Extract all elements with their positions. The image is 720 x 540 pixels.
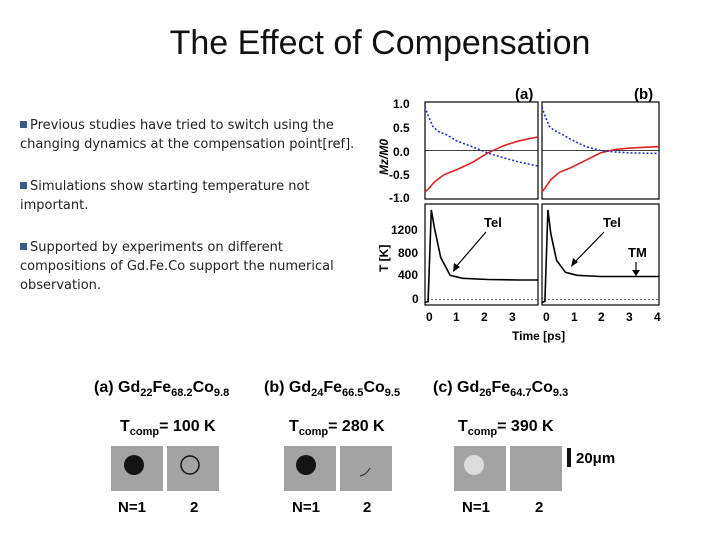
xtick-label: 0 (426, 310, 433, 324)
n2-label-b: 2 (363, 499, 371, 516)
arrowhead-tel-a (453, 263, 460, 272)
panel-label-a: (a) (515, 86, 533, 103)
scale-label: 20μm (576, 450, 615, 467)
composition-label-a: (a) Gd22Fe68.2Co9.8 (94, 379, 229, 399)
arrow-tel-a (454, 231, 487, 269)
bullet-2-text: Simulations show starting temperature no… (20, 179, 310, 213)
panel-d-frame (541, 203, 660, 306)
xtick-label: 2 (598, 310, 605, 324)
tcomp-label-c: Tcomp= 390 K (458, 418, 554, 438)
bullet-square-icon (20, 182, 27, 189)
ytick-label: -0.5 (389, 168, 410, 182)
image-a2 (167, 446, 219, 491)
mark-b2 (359, 467, 371, 477)
bullet-2: Simulations show starting temperature no… (20, 177, 365, 215)
ytick-label: 800 (398, 246, 418, 260)
image-c2 (510, 446, 562, 491)
panel-d-series-Tel (541, 209, 659, 304)
xtick-label: 2 (481, 310, 488, 324)
bullet-1: Previous studies have tried to switch us… (20, 116, 365, 154)
ylabel-mz: Mz/M0 (377, 139, 391, 175)
bullet-1-text: Previous studies have tried to switch us… (20, 118, 355, 152)
panel-a-series-blue-dotted (424, 106, 539, 167)
ytick-label: 1.0 (393, 97, 410, 111)
ytick-label: 0 (412, 292, 419, 306)
xtick-label: 0 (543, 310, 550, 324)
panel-label-b: (b) (634, 86, 653, 103)
panel-c-frame (424, 203, 539, 306)
arrowhead-tm (632, 270, 640, 276)
annotation-tm: TM (628, 245, 647, 260)
bullet-3: Supported by experiments on different co… (20, 238, 365, 295)
annotation-tel-b: Tel (603, 215, 621, 230)
dot-a1 (124, 455, 144, 475)
bullet-square-icon (20, 243, 27, 250)
bullet-3-text: Supported by experiments on different co… (20, 240, 334, 293)
ring-a2 (180, 455, 200, 475)
n-label-a: N=1 (118, 499, 146, 516)
n-label-b: N=1 (292, 499, 320, 516)
bullet-square-icon (20, 121, 27, 128)
ytick-label: 1200 (391, 223, 418, 237)
arrowhead-tel-b (571, 258, 578, 267)
arrow-tel-b (573, 231, 605, 264)
tcomp-label-a: Tcomp= 100 K (120, 418, 216, 438)
scale-bar (567, 448, 571, 467)
tcomp-label-b: Tcomp= 280 K (289, 418, 385, 438)
ytick-label: 400 (398, 268, 418, 282)
xtick-label: 3 (626, 310, 633, 324)
bullet-list: Previous studies have tried to switch us… (20, 116, 365, 318)
n2-label-c: 2 (535, 499, 543, 516)
panel-a-series-red (424, 136, 539, 193)
xtick-label: 3 (509, 310, 516, 324)
composition-label-b: (b) Gd24Fe66.5Co9.5 (264, 379, 400, 399)
xlabel-time: Time [ps] (512, 329, 565, 343)
xtick-label: 1 (571, 310, 578, 324)
panel-b-series-red (541, 145, 660, 193)
xtick-label: 4 (654, 310, 661, 324)
dot-b1 (296, 455, 316, 475)
ytick-label: 0.0 (393, 145, 410, 159)
slide-title: The Effect of Compensation (169, 24, 591, 62)
n2-label-a: 2 (190, 499, 198, 516)
composition-label-c: (c) Gd26Fe64.7Co9.3 (433, 379, 568, 399)
panel-b-series-blue-dotted (541, 106, 660, 155)
xtick-label: 1 (453, 310, 460, 324)
dot-c1 (464, 455, 484, 475)
panel-c-series-Tel (424, 209, 538, 304)
image-b2 (340, 446, 392, 491)
ytick-label: -1.0 (389, 191, 410, 205)
ylabel-t: T [K] (377, 245, 391, 272)
ytick-label: 0.5 (393, 121, 410, 135)
annotation-tel-a: Tel (484, 215, 502, 230)
n-label-c: N=1 (462, 499, 490, 516)
